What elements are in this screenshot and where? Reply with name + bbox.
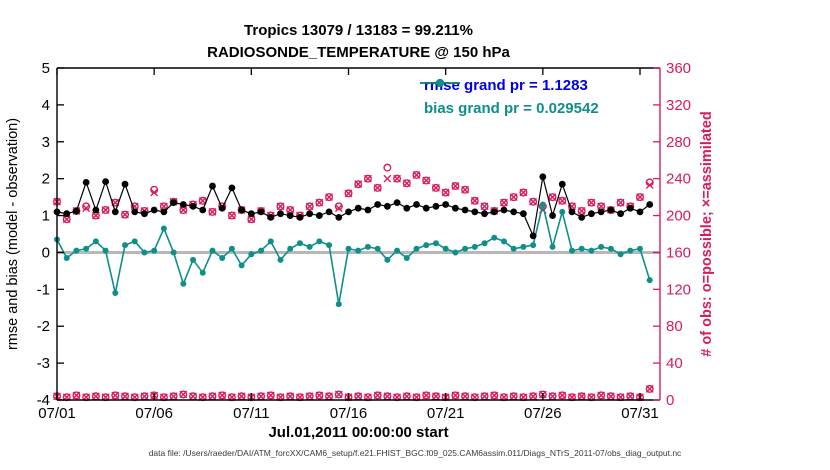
svg-text:2: 2 — [42, 171, 50, 188]
chart-title-line1: Tropics 13079 / 13183 = 99.211% — [244, 22, 473, 39]
svg-text:280: 280 — [666, 134, 691, 151]
svg-text:07/06: 07/06 — [135, 405, 173, 422]
left-axis-label: rmse and bias (model - observation) — [5, 118, 21, 350]
svg-text:07/11: 07/11 — [233, 405, 269, 422]
right-axis-label: # of obs: o=possible; ×=assimilated — [699, 111, 715, 356]
svg-text:-3: -3 — [37, 355, 50, 372]
svg-text:160: 160 — [666, 244, 691, 261]
svg-text:1: 1 — [42, 208, 50, 225]
svg-text:0: 0 — [666, 392, 674, 409]
svg-text:07/21: 07/21 — [427, 405, 465, 422]
svg-text:240: 240 — [666, 171, 691, 188]
legend-item-bias: bias grand pr = 0.029542 — [418, 79, 599, 120]
svg-text:07/31: 07/31 — [621, 405, 659, 422]
svg-text:120: 120 — [666, 281, 691, 298]
data-file-path: data file: /Users/raeder/DAI/ATM_forcXX/… — [148, 448, 682, 458]
chart-title-line2: RADIOSONDE_TEMPERATURE @ 150 hPa — [207, 44, 510, 61]
svg-text:200: 200 — [666, 208, 691, 225]
svg-text:-1: -1 — [37, 281, 50, 298]
svg-text:07/26: 07/26 — [524, 405, 562, 422]
svg-text:4: 4 — [42, 97, 50, 114]
svg-text:5: 5 — [42, 60, 50, 77]
svg-text:3: 3 — [42, 134, 50, 151]
svg-text:40: 40 — [666, 355, 683, 372]
svg-text:320: 320 — [666, 97, 691, 114]
svg-text:-2: -2 — [37, 318, 50, 335]
legend: rmse grand pr = 1.1283 bias grand pr = 0… — [418, 74, 599, 120]
legend-marker-bias-line — [420, 79, 460, 87]
x-axis-label: Jul.01,2011 00:00:00 start — [268, 424, 449, 441]
svg-text:80: 80 — [666, 318, 683, 335]
svg-text:-4: -4 — [37, 392, 50, 409]
svg-text:0: 0 — [42, 244, 50, 261]
svg-text:360: 360 — [666, 60, 691, 77]
legend-label-bias: bias grand pr = 0.029542 — [424, 100, 599, 117]
legend-label-rmse: rmse grand pr = 1.1283 — [424, 77, 588, 94]
svg-text:07/01: 07/01 — [38, 405, 76, 422]
svg-text:07/16: 07/16 — [330, 405, 368, 422]
